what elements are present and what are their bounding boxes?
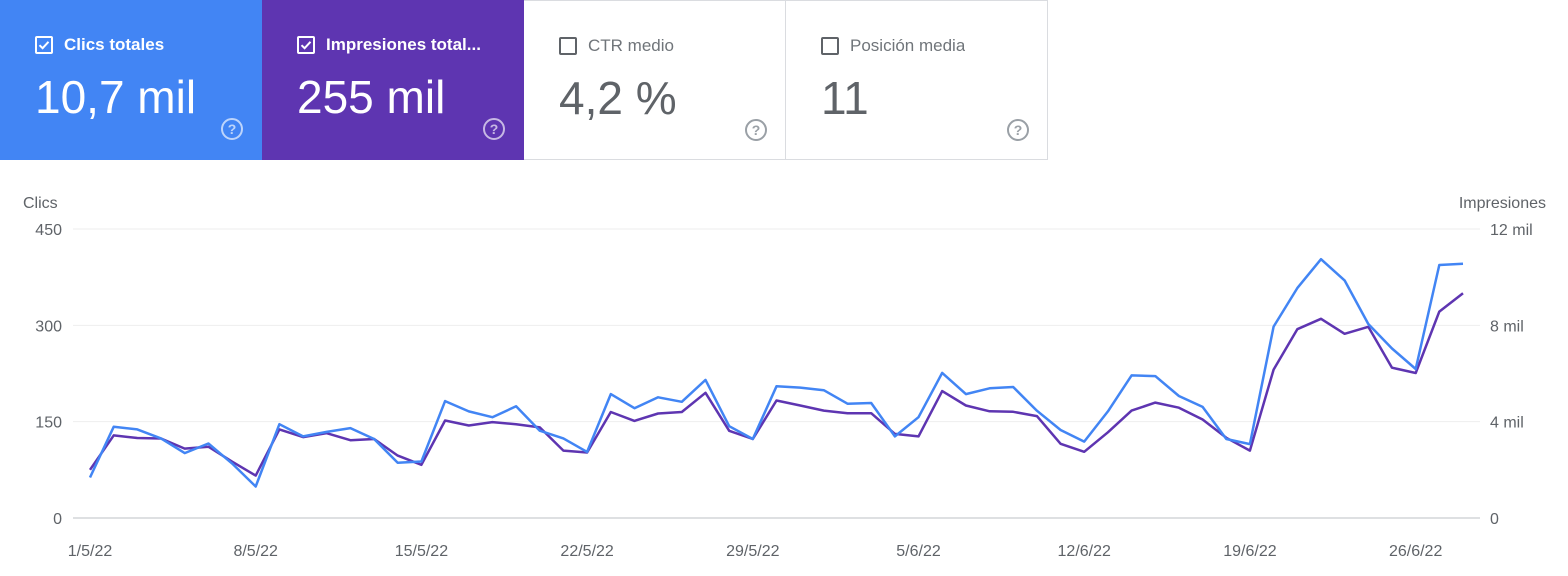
metric-value: 11 [821, 72, 869, 124]
checkbox-unchecked-icon[interactable] [559, 37, 577, 55]
left-axis-title: Clics [23, 195, 58, 212]
impressions-series-line [88, 292, 1464, 477]
help-icon[interactable]: ? [745, 119, 767, 141]
metric-card-total-clicks[interactable]: Clics totales 10,7 mil ? [0, 0, 262, 160]
checkbox-checked-icon[interactable] [35, 36, 53, 54]
left-y-tick-label: 300 [35, 318, 62, 335]
x-tick-label: 1/5/22 [68, 543, 113, 560]
left-y-tick-label: 450 [35, 222, 62, 239]
right-y-tick-label: 8 mil [1490, 318, 1524, 335]
left-y-tick-label: 150 [35, 415, 62, 432]
metric-value: 4,2 % [559, 72, 677, 124]
left-y-tick-label: 0 [53, 511, 62, 528]
right-y-tick-label: 0 [1490, 511, 1499, 528]
x-tick-label: 29/5/22 [726, 543, 779, 560]
help-icon[interactable]: ? [483, 118, 505, 140]
checkbox-checked-icon[interactable] [297, 36, 315, 54]
metric-cards: Clics totales 10,7 mil ? Impresiones tot… [0, 0, 1048, 160]
x-tick-label: 19/6/22 [1223, 543, 1276, 560]
x-tick-label: 12/6/22 [1058, 543, 1111, 560]
metric-value: 255 mil [297, 71, 446, 123]
x-tick-label: 8/5/22 [233, 543, 278, 560]
x-tick-label: 5/6/22 [896, 543, 941, 560]
x-tick-label: 22/5/22 [560, 543, 613, 560]
metric-card-average-position[interactable]: Posición media 11 ? [786, 0, 1048, 160]
clicks-series-line [88, 257, 1464, 488]
checkbox-unchecked-icon[interactable] [821, 37, 839, 55]
x-tick-label: 26/6/22 [1389, 543, 1442, 560]
metric-card-average-ctr[interactable]: CTR medio 4,2 % ? [524, 0, 786, 160]
help-icon[interactable]: ? [1007, 119, 1029, 141]
right-y-tick-label: 4 mil [1490, 415, 1524, 432]
metric-value: 10,7 mil [35, 71, 197, 123]
right-y-tick-label: 12 mil [1490, 222, 1533, 239]
x-tick-label: 15/5/22 [395, 543, 448, 560]
metric-card-total-impressions[interactable]: Impresiones total... 255 mil ? [262, 0, 524, 160]
help-icon[interactable]: ? [221, 118, 243, 140]
right-axis-title: Impresiones [1458, 195, 1546, 212]
